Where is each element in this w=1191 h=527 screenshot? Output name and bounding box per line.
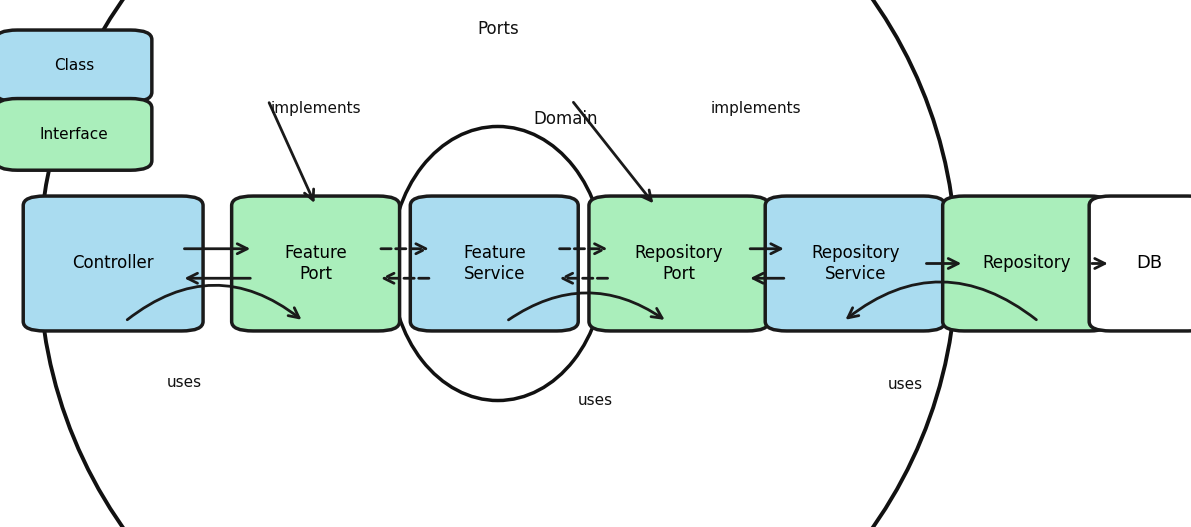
Text: Class: Class [54, 58, 94, 73]
FancyBboxPatch shape [24, 196, 202, 331]
Text: Feature
Port: Feature Port [285, 244, 347, 283]
FancyBboxPatch shape [765, 196, 946, 331]
Text: Ports: Ports [476, 20, 519, 38]
FancyBboxPatch shape [0, 99, 152, 170]
Text: Repository: Repository [983, 255, 1071, 272]
Text: Controller: Controller [73, 255, 154, 272]
FancyBboxPatch shape [410, 196, 578, 331]
Text: Repository
Service: Repository Service [811, 244, 899, 283]
Text: Interface: Interface [39, 127, 108, 142]
Text: uses: uses [578, 393, 613, 408]
FancyBboxPatch shape [1089, 196, 1191, 331]
FancyBboxPatch shape [588, 196, 769, 331]
Text: Feature
Service: Feature Service [463, 244, 525, 283]
FancyBboxPatch shape [943, 196, 1110, 331]
Text: Domain: Domain [534, 110, 598, 128]
Text: uses: uses [887, 377, 923, 392]
Text: Repository
Port: Repository Port [635, 244, 723, 283]
Text: uses: uses [167, 375, 202, 389]
Text: implements: implements [711, 101, 802, 115]
FancyBboxPatch shape [232, 196, 400, 331]
Text: implements: implements [270, 101, 361, 115]
FancyBboxPatch shape [0, 30, 152, 102]
Text: DB: DB [1136, 255, 1162, 272]
